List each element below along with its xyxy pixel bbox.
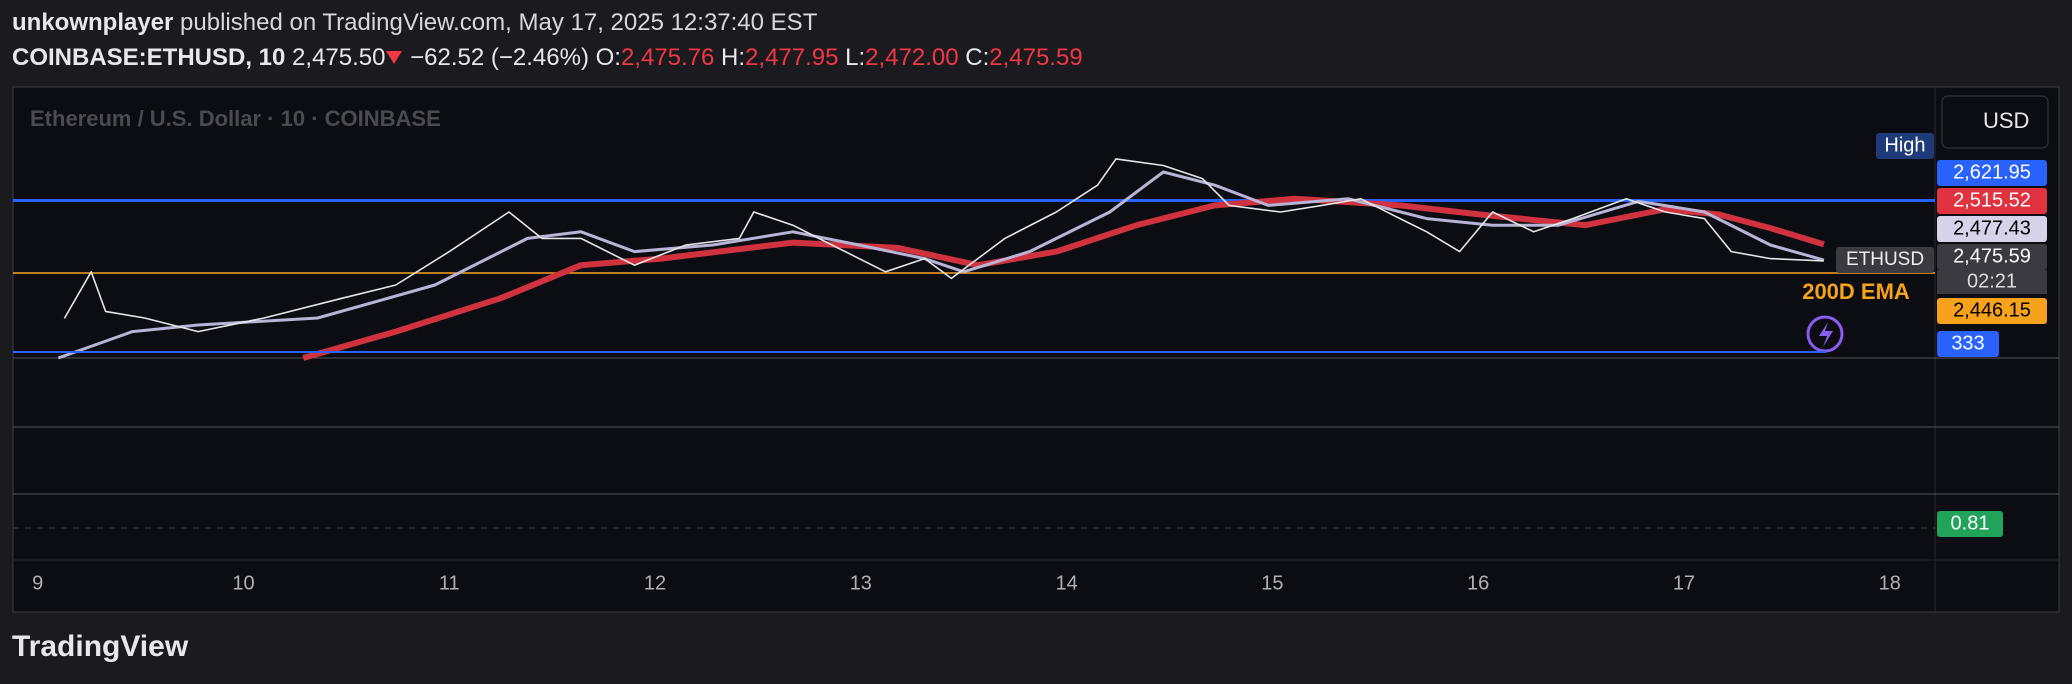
currency-button[interactable] — [1941, 95, 2049, 149]
last-price-label-box — [1937, 244, 2047, 270]
x-tick-label: 9 — [32, 572, 43, 594]
x-tick-label: 10 — [232, 572, 254, 594]
x-tick-label: 17 — [1673, 572, 1695, 594]
high: 2,477.95 — [745, 44, 839, 71]
series-line — [302, 195, 1825, 361]
author: unkownplayer — [12, 9, 174, 36]
indicator-box — [1937, 511, 2003, 537]
x-tick-label: 14 — [1055, 572, 1077, 594]
header: unkownplayer published on TradingView.co… — [12, 9, 817, 37]
symbol-label: ETHUSD — [1846, 249, 1924, 270]
last: 2,475.50 — [292, 44, 386, 71]
countdown: 02:21 — [1967, 270, 2017, 292]
close: 2,475.59 — [989, 44, 1083, 71]
x-tick-label: 18 — [1879, 572, 1901, 594]
l-label: L: — [845, 44, 866, 71]
last-price-label: 2,477.43 — [1953, 217, 2031, 239]
high-box — [1876, 133, 1934, 159]
x-tick-label: 15 — [1261, 572, 1283, 594]
down-arrow — [386, 51, 403, 64]
indicator-label: 0.81 — [1951, 512, 1990, 534]
last-price-label: 2,515.52 — [1953, 189, 2031, 211]
change: −62.52 (−2.46%) — [410, 44, 589, 71]
h-line-label-box — [1937, 298, 2047, 324]
series-line — [57, 170, 1825, 360]
volume-label: 333 — [1951, 332, 1984, 354]
bolt — [1819, 322, 1833, 347]
last-price-label-box — [1937, 188, 2047, 214]
logo: TradingView — [12, 630, 189, 663]
currency[interactable]: USD — [1983, 108, 2029, 133]
published: published on TradingView.com, May 17, 20… — [180, 9, 818, 36]
series-line — [63, 158, 1824, 333]
x-tick-label: 13 — [850, 572, 872, 594]
ticker: COINBASE:ETHUSD, 10 — [12, 44, 286, 71]
x-tick-label: 12 — [644, 572, 666, 594]
symbol-box — [1836, 247, 1934, 273]
h-line-label-box — [1937, 160, 2047, 186]
high-label: High — [1884, 134, 1925, 156]
last-price-label-box — [1937, 216, 2047, 242]
chart-title: Ethereum / U.S. Dollar · 10 · COINBASE — [30, 106, 441, 131]
x-tick-label: 11 — [439, 572, 460, 594]
o-label: O: — [595, 44, 621, 71]
last-price-label: 2,475.59 — [1953, 245, 2031, 267]
countdown-box — [1937, 270, 2047, 294]
x-tick-label: 16 — [1467, 572, 1489, 594]
h-line-label: 2,621.95 — [1953, 161, 2031, 183]
low: 2,472.00 — [865, 44, 959, 71]
c-label: C: — [965, 44, 990, 71]
h-label: H: — [721, 44, 746, 71]
chart-frame — [12, 86, 2060, 613]
ema-label: 200D EMA — [1802, 279, 1910, 304]
symbol-line: COINBASE:ETHUSD, 10 2,475.50 −62.52 (−2.… — [12, 44, 1083, 72]
volume-box — [1937, 331, 1999, 357]
h-line-label: 2,446.15 — [1953, 299, 2031, 321]
open: 2,475.76 — [620, 44, 715, 71]
